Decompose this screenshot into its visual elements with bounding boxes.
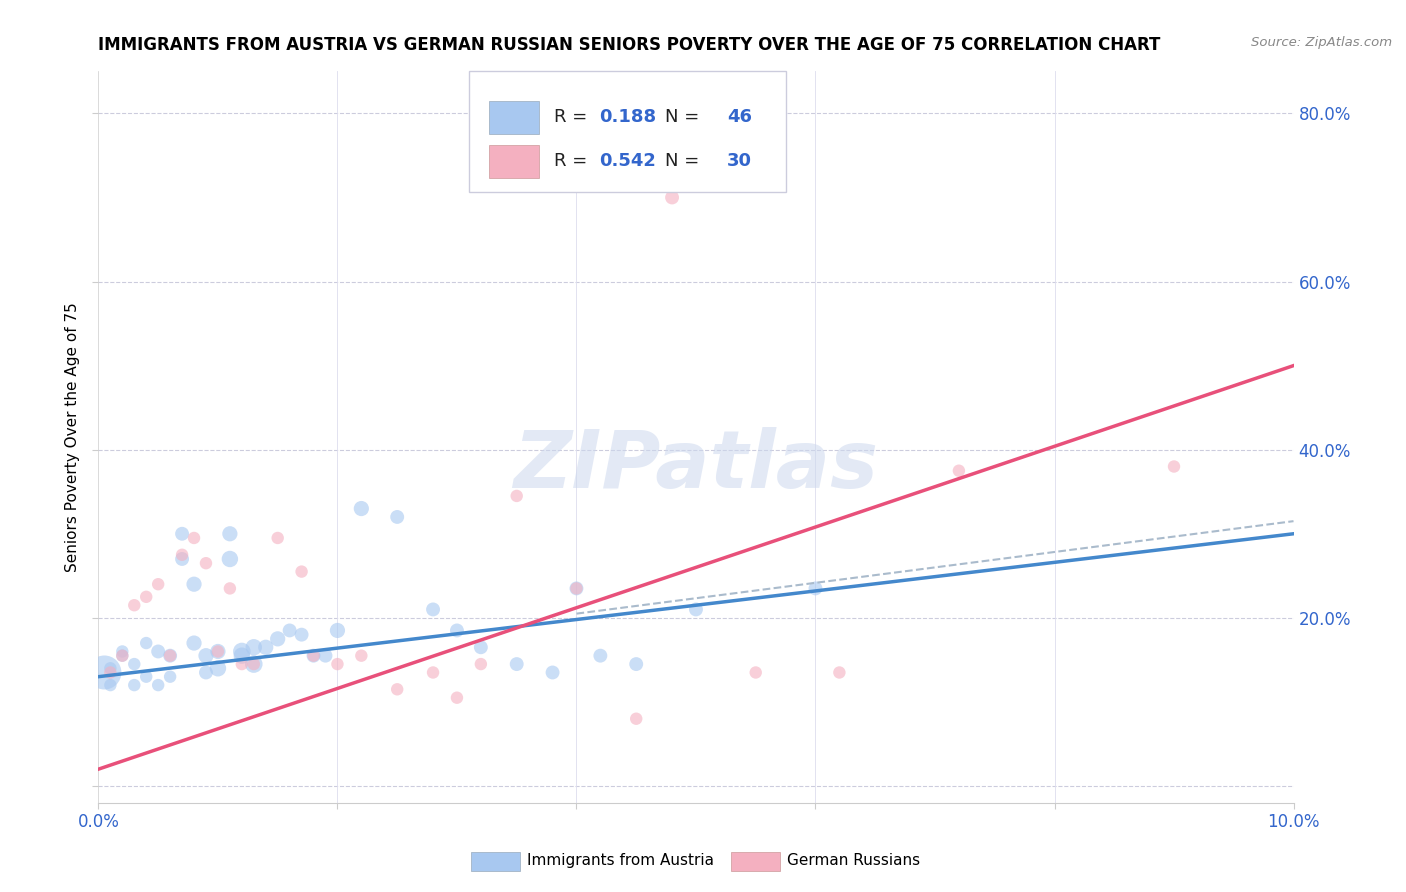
Point	[207, 644, 229, 658]
Point	[350, 501, 373, 516]
Point	[626, 712, 648, 726]
Point	[589, 648, 612, 663]
Point	[195, 556, 218, 570]
Point	[302, 648, 325, 663]
Point	[350, 648, 373, 663]
Point	[111, 644, 134, 658]
Text: R =: R =	[554, 109, 593, 127]
Point	[541, 665, 564, 680]
Point	[159, 648, 181, 663]
Point	[124, 678, 146, 692]
Point	[626, 657, 648, 671]
Point	[195, 648, 218, 663]
Text: 0.188: 0.188	[599, 109, 657, 127]
Point	[148, 577, 170, 591]
Point	[207, 644, 229, 658]
Point	[135, 670, 157, 684]
Point	[267, 531, 290, 545]
Text: Immigrants from Austria: Immigrants from Austria	[527, 854, 714, 868]
Point	[315, 648, 337, 663]
Text: N =: N =	[665, 109, 704, 127]
Point	[100, 678, 122, 692]
Point	[422, 602, 444, 616]
Point	[148, 644, 170, 658]
Point	[948, 464, 970, 478]
Point	[745, 665, 768, 680]
Point	[100, 661, 122, 675]
Point	[470, 640, 492, 655]
Point	[148, 678, 170, 692]
Point	[207, 661, 229, 675]
Point	[159, 670, 181, 684]
Text: 30: 30	[727, 153, 752, 170]
Point	[326, 624, 349, 638]
Point	[565, 582, 588, 596]
Point	[219, 552, 242, 566]
Point	[231, 657, 253, 671]
Point	[111, 648, 134, 663]
Text: Source: ZipAtlas.com: Source: ZipAtlas.com	[1251, 36, 1392, 49]
Point	[506, 657, 529, 671]
Point	[385, 682, 409, 697]
Point	[470, 657, 492, 671]
Point	[93, 665, 115, 680]
Point	[135, 590, 157, 604]
Point	[219, 582, 242, 596]
Point	[446, 624, 468, 638]
Point	[231, 648, 253, 663]
Point	[195, 665, 218, 680]
Point	[243, 657, 266, 671]
Text: IMMIGRANTS FROM AUSTRIA VS GERMAN RUSSIAN SENIORS POVERTY OVER THE AGE OF 75 COR: IMMIGRANTS FROM AUSTRIA VS GERMAN RUSSIA…	[98, 36, 1161, 54]
Point	[172, 552, 194, 566]
Point	[219, 526, 242, 541]
Point	[685, 602, 707, 616]
Text: R =: R =	[554, 153, 593, 170]
Point	[100, 665, 122, 680]
Point	[828, 665, 851, 680]
Point	[172, 526, 194, 541]
Point	[804, 582, 827, 596]
Point	[243, 657, 266, 671]
Point	[172, 548, 194, 562]
Point	[278, 624, 301, 638]
Point	[135, 636, 157, 650]
FancyBboxPatch shape	[489, 145, 540, 178]
FancyBboxPatch shape	[489, 101, 540, 134]
Point	[506, 489, 529, 503]
Point	[183, 531, 205, 545]
Text: 46: 46	[727, 109, 752, 127]
Point	[302, 648, 325, 663]
Point	[291, 627, 314, 641]
FancyBboxPatch shape	[470, 71, 786, 192]
Point	[183, 636, 205, 650]
Point	[422, 665, 444, 680]
Point	[1163, 459, 1185, 474]
Point	[243, 640, 266, 655]
Point	[124, 657, 146, 671]
Text: 0.542: 0.542	[599, 153, 657, 170]
Point	[385, 510, 409, 524]
Point	[183, 577, 205, 591]
Text: German Russians: German Russians	[787, 854, 921, 868]
Point	[446, 690, 468, 705]
Point	[124, 599, 146, 613]
Point	[326, 657, 349, 671]
Point	[565, 582, 588, 596]
Point	[159, 648, 181, 663]
Point	[254, 640, 277, 655]
Text: ZIPatlas: ZIPatlas	[513, 427, 879, 506]
Point	[291, 565, 314, 579]
Point	[267, 632, 290, 646]
Y-axis label: Seniors Poverty Over the Age of 75: Seniors Poverty Over the Age of 75	[65, 302, 80, 572]
Point	[111, 648, 134, 663]
Text: N =: N =	[665, 153, 704, 170]
Point	[661, 190, 683, 204]
Point	[231, 644, 253, 658]
